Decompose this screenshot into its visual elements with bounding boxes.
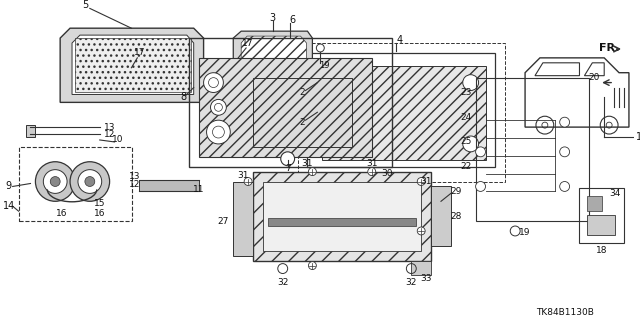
Circle shape <box>476 181 486 191</box>
Bar <box>588 196 602 211</box>
Text: FR.: FR. <box>599 43 620 53</box>
Text: 1: 1 <box>636 132 640 142</box>
Text: 18: 18 <box>595 246 607 255</box>
Circle shape <box>281 152 294 166</box>
Text: 27: 27 <box>217 217 228 226</box>
Bar <box>140 180 198 191</box>
Bar <box>588 215 615 235</box>
Text: 25: 25 <box>460 138 472 147</box>
Circle shape <box>211 100 227 115</box>
Bar <box>75 38 191 92</box>
Text: 3: 3 <box>270 13 276 23</box>
Circle shape <box>207 120 230 144</box>
Circle shape <box>308 168 316 176</box>
Text: 32: 32 <box>406 278 417 287</box>
Bar <box>253 78 352 147</box>
Circle shape <box>368 168 376 176</box>
Bar <box>263 181 421 251</box>
Text: 31: 31 <box>301 159 313 168</box>
Circle shape <box>463 136 479 152</box>
Text: 19: 19 <box>519 228 531 237</box>
Text: 11: 11 <box>193 185 204 194</box>
Circle shape <box>51 177 60 187</box>
Text: 5: 5 <box>82 0 88 11</box>
Circle shape <box>463 75 479 91</box>
Polygon shape <box>72 35 194 94</box>
Text: 16: 16 <box>56 209 68 218</box>
Circle shape <box>204 73 223 92</box>
Text: 33: 33 <box>420 274 432 283</box>
Bar <box>307 53 495 167</box>
Circle shape <box>417 227 425 235</box>
Bar <box>298 43 506 181</box>
Circle shape <box>244 178 252 186</box>
Text: 29: 29 <box>450 187 461 196</box>
Text: 8: 8 <box>180 92 187 102</box>
Bar <box>476 78 589 221</box>
Circle shape <box>560 117 570 127</box>
Text: 31: 31 <box>366 159 378 168</box>
Text: 13: 13 <box>129 172 140 181</box>
Circle shape <box>344 104 360 120</box>
Circle shape <box>329 75 345 91</box>
Text: 28: 28 <box>450 212 461 220</box>
Bar <box>323 66 486 160</box>
Circle shape <box>329 136 345 152</box>
Text: 14: 14 <box>3 201 15 211</box>
Bar <box>26 125 35 137</box>
Bar <box>412 261 431 276</box>
Circle shape <box>78 170 102 193</box>
Circle shape <box>35 162 75 201</box>
Circle shape <box>560 147 570 157</box>
Polygon shape <box>233 31 312 83</box>
Text: 13: 13 <box>104 123 115 132</box>
Text: 34: 34 <box>609 189 621 198</box>
Text: 30: 30 <box>381 169 392 178</box>
Bar <box>268 218 416 226</box>
Text: TK84B1130B: TK84B1130B <box>536 308 595 316</box>
Bar <box>19 147 132 221</box>
Text: 4: 4 <box>396 35 403 45</box>
Text: 22: 22 <box>460 162 471 171</box>
Text: 6: 6 <box>289 15 296 25</box>
Text: 23: 23 <box>460 88 472 97</box>
Bar <box>431 187 451 246</box>
Polygon shape <box>241 36 307 76</box>
Text: 2: 2 <box>300 88 305 97</box>
Circle shape <box>476 147 486 157</box>
Text: 9: 9 <box>6 181 12 191</box>
Circle shape <box>70 162 109 201</box>
Text: 12: 12 <box>129 180 140 189</box>
Text: 19: 19 <box>319 61 330 70</box>
Text: 16: 16 <box>94 209 106 218</box>
Polygon shape <box>60 28 204 102</box>
Circle shape <box>44 170 67 193</box>
Bar <box>189 38 392 167</box>
Text: 10: 10 <box>112 135 124 144</box>
Circle shape <box>85 177 95 187</box>
Circle shape <box>560 181 570 191</box>
Text: 7: 7 <box>285 164 291 173</box>
Bar <box>253 172 431 261</box>
Text: 20: 20 <box>589 73 600 82</box>
Bar <box>579 188 624 243</box>
Text: 2: 2 <box>300 118 305 127</box>
Text: 17: 17 <box>134 48 145 57</box>
Circle shape <box>308 262 316 269</box>
Circle shape <box>417 178 425 186</box>
Text: 31: 31 <box>420 177 432 186</box>
Text: 15: 15 <box>94 199 106 208</box>
Text: 17: 17 <box>243 38 254 48</box>
Text: 12: 12 <box>104 130 115 139</box>
Bar <box>233 181 253 256</box>
Text: 32: 32 <box>277 278 289 287</box>
Text: 24: 24 <box>460 113 471 122</box>
Text: 31: 31 <box>237 171 249 180</box>
Bar <box>198 58 372 157</box>
